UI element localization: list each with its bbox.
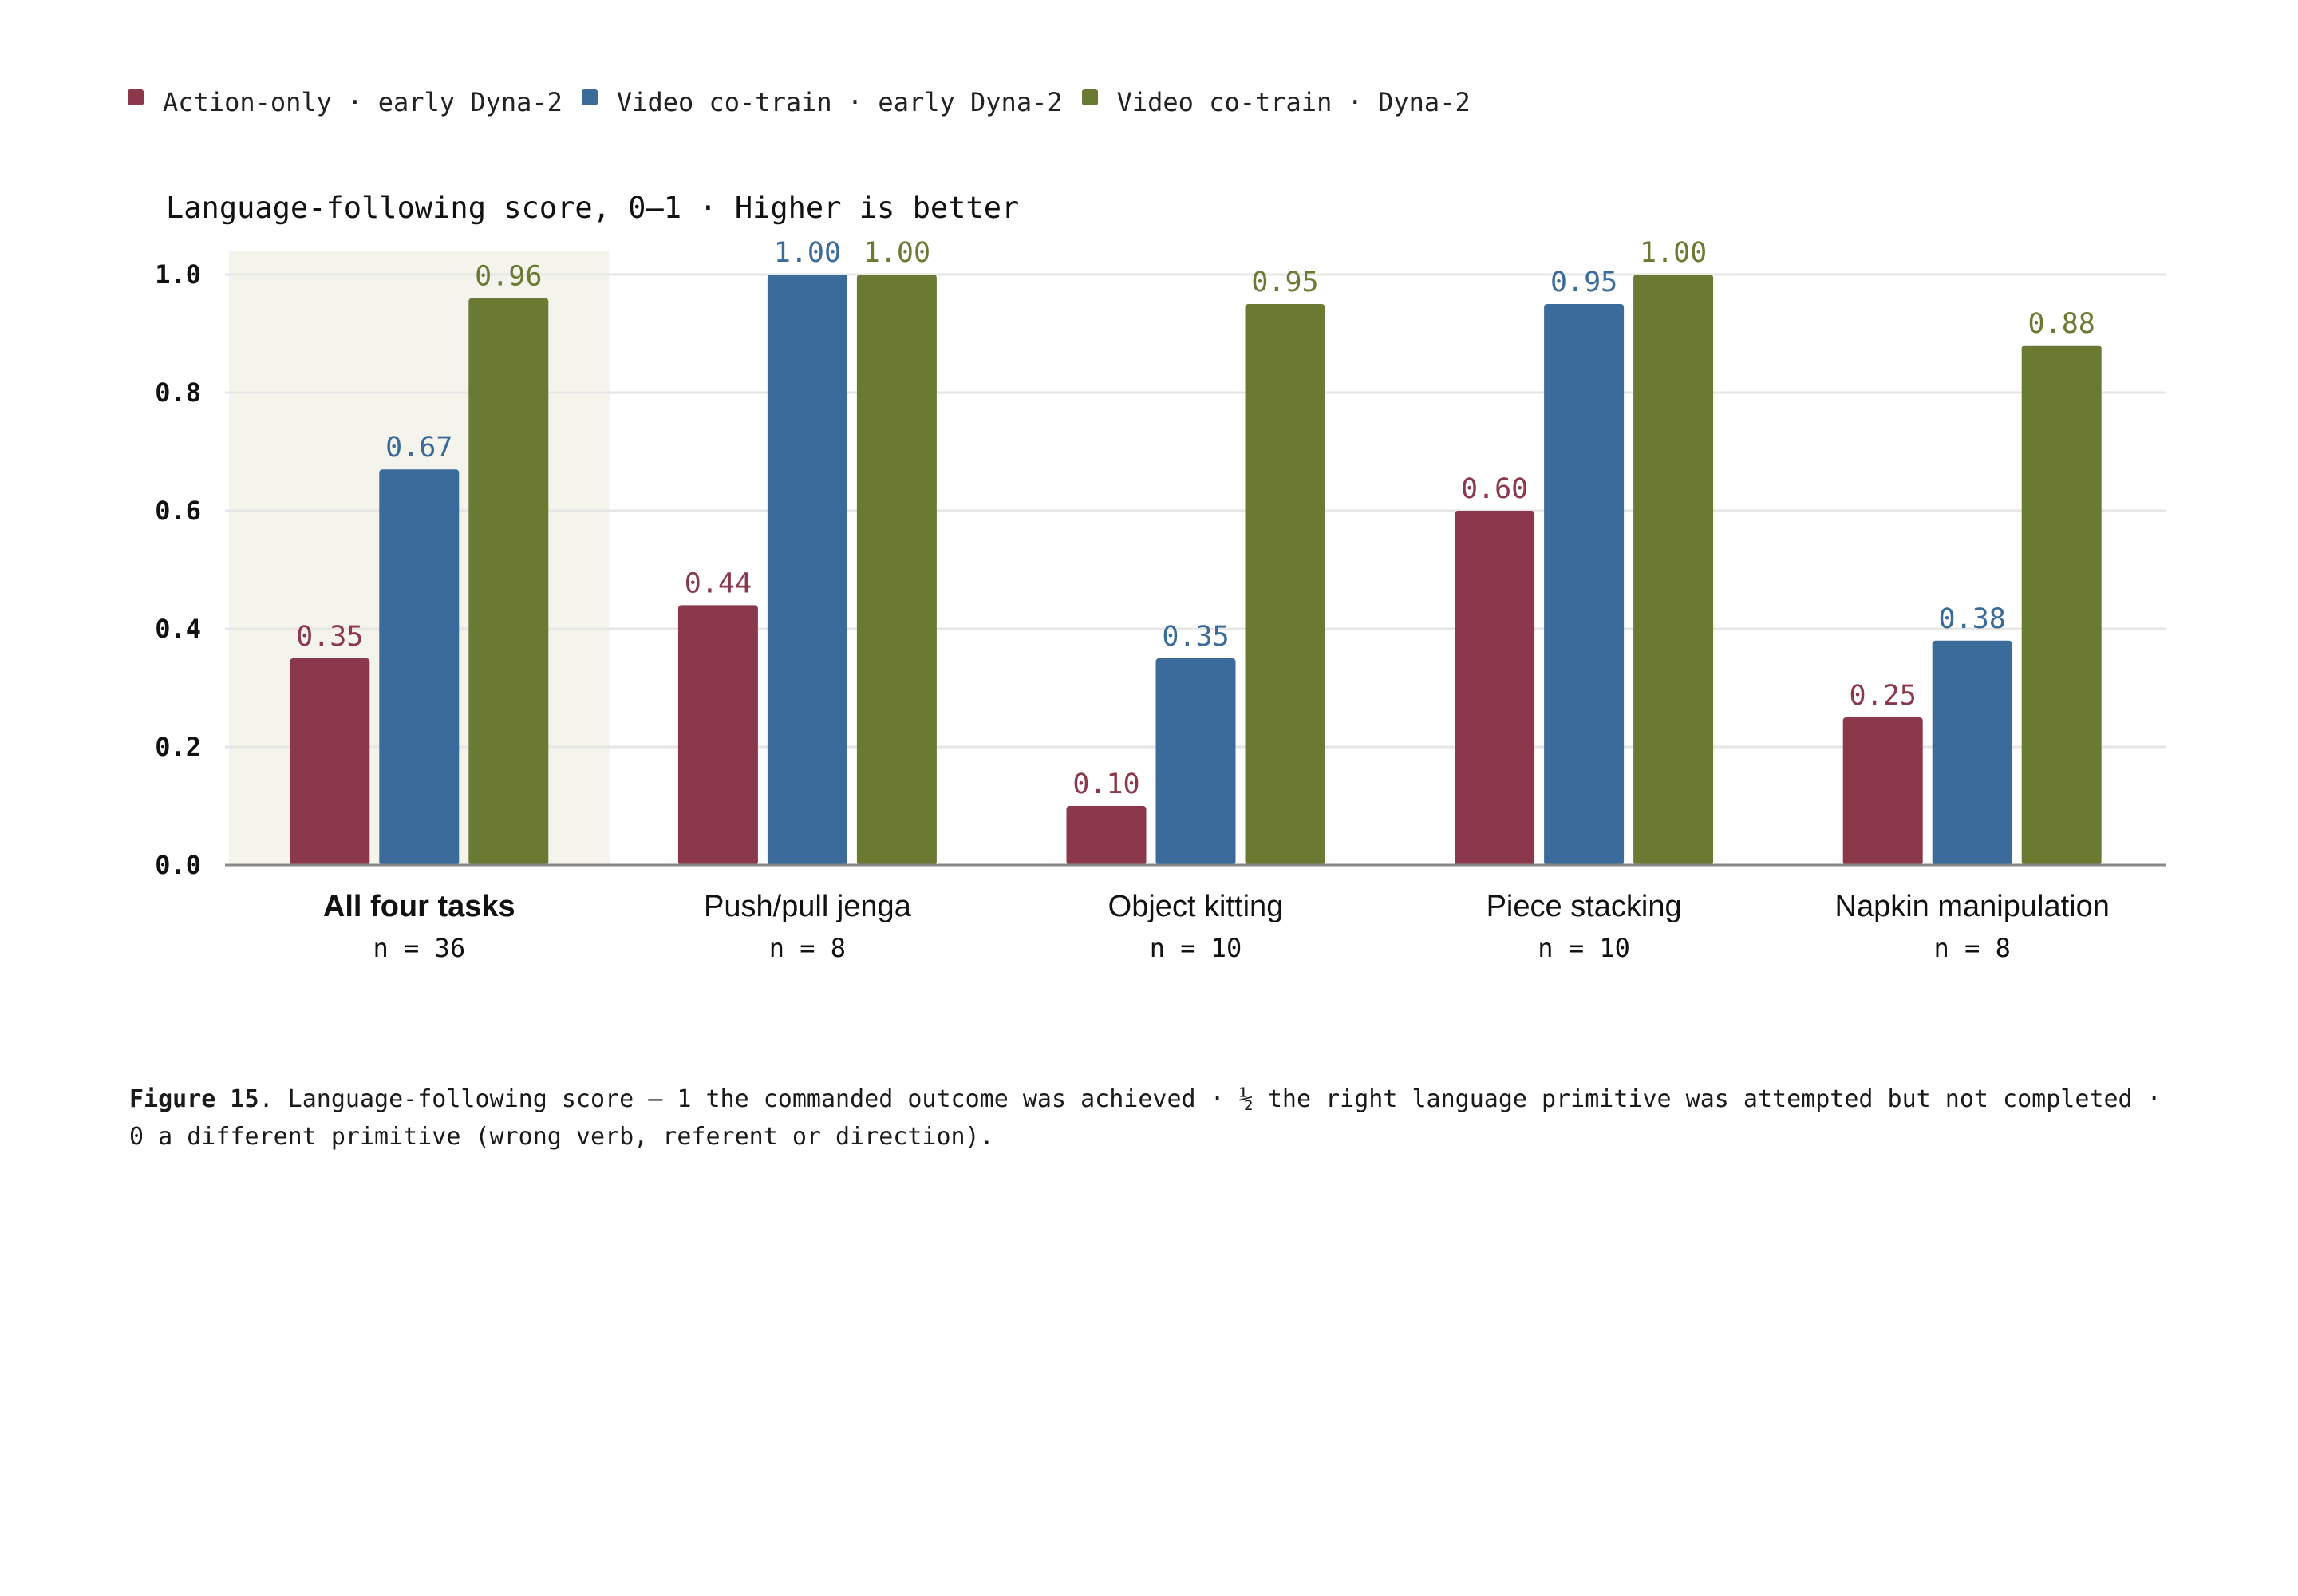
bar [468,298,549,866]
bar-chart: Language-following score, 0–1 · Higher i… [155,191,2166,963]
bar [1842,717,1923,865]
bar [1932,640,2012,865]
bar [1245,304,1325,865]
bar-value-label: 1.00 [863,237,930,269]
chart-legend: Action-only · early Dyna-2 Video co-trai… [128,85,1490,120]
legend-label: Video co-train · early Dyna-2 [616,87,1063,117]
y-tick-label: 0.0 [155,850,201,880]
bar-value-label: 0.96 [475,261,542,293]
bar [1155,658,1236,865]
legend-item-action-only-early: Action-only · early Dyna-2 [128,87,563,117]
bar-value-label: 0.25 [1850,680,1917,712]
y-tick-label: 0.6 [155,496,201,526]
bar [767,275,847,865]
bar-value-label: 1.00 [774,237,841,269]
y-tick-label: 0.2 [155,732,201,762]
legend-swatch [1081,89,1098,105]
x-category-n-label: n = 36 [373,933,466,963]
bar [379,469,460,865]
x-category-label: Object kitting [1108,890,1284,923]
figure-caption: Figure 15. Language-following score — 1 … [129,1080,2172,1156]
bar [1633,275,1714,865]
x-category-n-label: n = 10 [1538,933,1630,963]
bar-value-label: 0.88 [2028,308,2095,340]
bar [1066,806,1147,865]
bar-value-label: 0.60 [1461,473,1528,505]
legend-swatch [581,89,598,105]
x-category-label: Push/pull jenga [704,890,912,923]
legend-label: Action-only · early Dyna-2 [163,87,563,117]
bar [1544,304,1625,865]
bar-value-label: 0.95 [1251,267,1318,298]
legend-item-video-cotrain-dyna2: Video co-train · Dyna-2 [1081,87,1471,117]
chart-title: Language-following score, 0–1 · Higher i… [166,191,1019,225]
figure-label: Figure 15 [129,1085,259,1113]
bar-value-label: 0.35 [1162,621,1229,653]
bar [1455,511,1535,865]
bar-value-label: 0.67 [385,432,452,464]
bar-value-label: 0.95 [1550,267,1617,298]
bar [2021,345,2102,865]
bar-value-label: 0.10 [1072,768,1139,800]
x-category-n-label: n = 8 [769,933,846,963]
bar-value-label: 0.35 [296,621,363,653]
legend-item-video-cotrain-early: Video co-train · early Dyna-2 [581,87,1063,117]
y-tick-label: 0.8 [155,377,201,408]
x-category-label: All four tasks [323,890,515,923]
bar [677,605,758,865]
bar [290,658,370,865]
legend-swatch [128,89,144,105]
bar [856,275,937,865]
bar-value-label: 1.00 [1640,237,1707,269]
bar-value-label: 0.38 [1939,603,2006,635]
x-category-n-label: n = 8 [1934,933,2011,963]
y-tick-label: 1.0 [155,259,201,290]
x-category-label: Piece stacking [1487,890,1682,923]
figure-caption-text: . Language-following score — 1 the comma… [129,1085,2162,1151]
y-tick-label: 0.4 [155,614,201,644]
x-category-n-label: n = 10 [1150,933,1242,963]
bar-value-label: 0.44 [685,567,752,599]
x-category-label: Napkin manipulation [1835,890,2110,923]
legend-label: Video co-train · Dyna-2 [1116,87,1471,117]
